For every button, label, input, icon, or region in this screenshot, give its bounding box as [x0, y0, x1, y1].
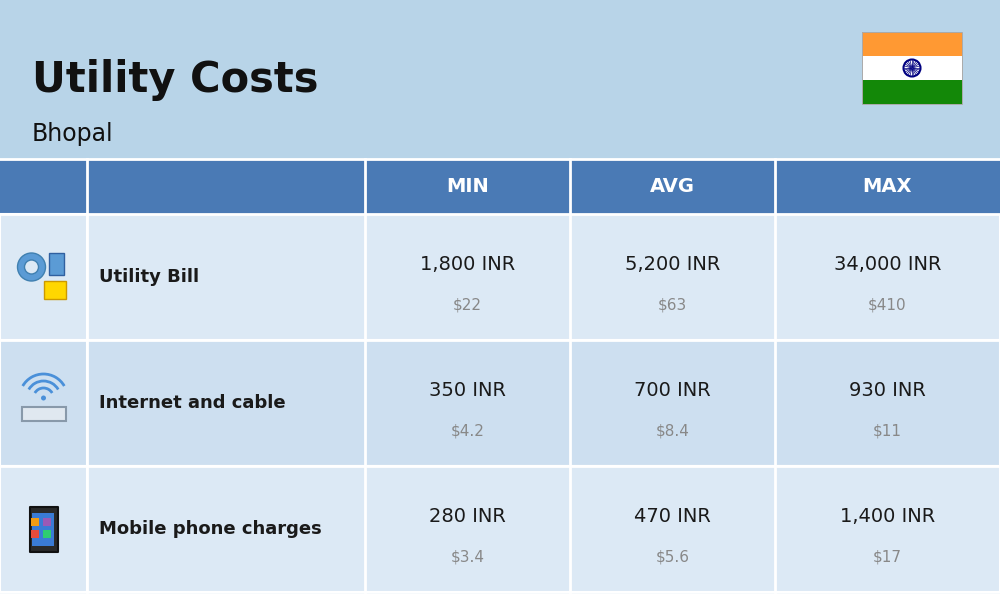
Circle shape: [18, 253, 46, 281]
Bar: [30, 507, 58, 551]
Text: 930 INR: 930 INR: [849, 381, 926, 400]
Bar: [42, 530, 50, 538]
Bar: [30, 530, 38, 538]
Text: 5,200 INR: 5,200 INR: [625, 255, 720, 274]
Bar: [30, 518, 38, 526]
Bar: [32, 513, 54, 545]
Circle shape: [24, 260, 38, 274]
Bar: [22, 407, 66, 421]
Text: $5.6: $5.6: [656, 549, 690, 564]
Text: MIN: MIN: [446, 177, 489, 196]
Bar: [0, 214, 87, 340]
Text: 1,800 INR: 1,800 INR: [420, 255, 515, 274]
Text: $11: $11: [873, 423, 902, 438]
Text: 280 INR: 280 INR: [429, 507, 506, 526]
Text: 350 INR: 350 INR: [429, 381, 506, 400]
Bar: [0, 340, 87, 466]
Bar: [0, 340, 1000, 466]
Bar: [42, 518, 50, 526]
Bar: [48, 253, 64, 275]
Text: Utility Costs: Utility Costs: [32, 59, 318, 101]
Text: $63: $63: [658, 297, 687, 312]
Bar: [0, 214, 1000, 340]
Text: $4.2: $4.2: [451, 423, 484, 438]
Text: Mobile phone charges: Mobile phone charges: [99, 520, 322, 538]
Text: $3.4: $3.4: [450, 549, 484, 564]
Text: $8.4: $8.4: [656, 423, 689, 438]
Bar: [0, 466, 1000, 592]
Bar: [862, 80, 962, 104]
Bar: [0, 159, 1000, 214]
Bar: [0, 466, 87, 592]
Text: 34,000 INR: 34,000 INR: [834, 255, 941, 274]
Text: $22: $22: [453, 297, 482, 312]
Text: Internet and cable: Internet and cable: [99, 394, 286, 412]
Bar: [44, 281, 66, 299]
Circle shape: [41, 396, 46, 400]
Text: 1,400 INR: 1,400 INR: [840, 507, 935, 526]
Text: Bhopal: Bhopal: [32, 122, 114, 146]
Text: MAX: MAX: [863, 177, 912, 196]
Text: $410: $410: [868, 297, 907, 312]
Bar: [862, 56, 962, 80]
Text: $17: $17: [873, 549, 902, 564]
Bar: [862, 32, 962, 104]
Text: 470 INR: 470 INR: [634, 507, 711, 526]
Text: 700 INR: 700 INR: [634, 381, 711, 400]
Text: AVG: AVG: [650, 177, 695, 196]
Bar: [862, 32, 962, 56]
Text: Utility Bill: Utility Bill: [99, 268, 199, 286]
